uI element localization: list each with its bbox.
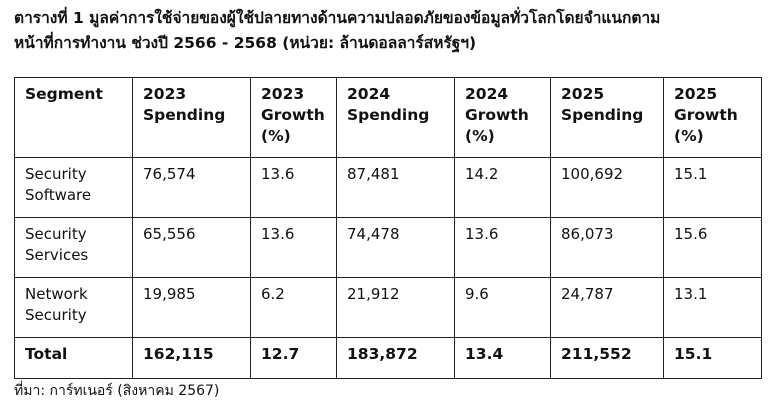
- source-note: ที่มา: การ์ทเนอร์ (สิงหาคม 2567): [14, 383, 220, 399]
- header-2025-spending: 2025 Spending: [550, 77, 664, 158]
- spending-table: Segment 2023 Spending 2023 Growth (%) 2024 S…: [14, 77, 762, 379]
- header-2025-growth: 2025 Growth (%): [663, 77, 762, 158]
- cell: 21,912: [336, 277, 455, 338]
- cell: 24,787: [550, 277, 664, 338]
- cell: 100,692: [550, 157, 664, 218]
- header-2024-growth: 2024 Growth (%): [454, 77, 551, 158]
- cell: 13.6: [250, 217, 337, 278]
- cell: 13.1: [663, 277, 762, 338]
- cell: 13.4: [454, 337, 551, 379]
- cell: 9.6: [454, 277, 551, 338]
- table-row: Network Security 19,985 6.2 21,912 9.6 24…: [14, 277, 762, 338]
- cell: 14.2: [454, 157, 551, 218]
- cell: 87,481: [336, 157, 455, 218]
- table-row: Security Services 65,556 13.6 74,478 13.6…: [14, 217, 762, 278]
- cell: 15.1: [663, 337, 762, 379]
- cell: 15.1: [663, 157, 762, 218]
- cell: 15.6: [663, 217, 762, 278]
- cell: 86,073: [550, 217, 664, 278]
- header-2023-spending: 2023 Spending: [132, 77, 251, 158]
- header-2023-growth: 2023 Growth (%): [250, 77, 337, 158]
- cell: 6.2: [250, 277, 337, 338]
- cell: 74,478: [336, 217, 455, 278]
- cell: 211,552: [550, 337, 664, 379]
- cell: 13.6: [454, 217, 551, 278]
- cell: 13.6: [250, 157, 337, 218]
- cell: 183,872: [336, 337, 455, 379]
- cell: 162,115: [132, 337, 251, 379]
- total-row: Total 162,115 12.7 183,872 13.4 211,552 …: [14, 337, 762, 379]
- table-title-line-1: ตารางที่ 1 มูลค่าการใช้จ่ายของผู้ใช้ปลาย…: [14, 9, 661, 27]
- row-segment: Security Software: [14, 157, 133, 218]
- row-segment: Security Services: [14, 217, 133, 278]
- row-segment: Network Security: [14, 277, 133, 338]
- header-segment: Segment: [14, 77, 133, 158]
- cell: 65,556: [132, 217, 251, 278]
- total-label: Total: [14, 337, 133, 379]
- header-row: Segment 2023 Spending 2023 Growth (%) 2024 S…: [14, 77, 762, 158]
- header-2024-spending: 2024 Spending: [336, 77, 455, 158]
- table-title: ตารางที่ 1 มูลค่าการใช้จ่ายของผู้ใช้ปลาย…: [14, 6, 774, 56]
- cell: 76,574: [132, 157, 251, 218]
- table-title-line-2: หน้าที่การทำงาน ช่วงปี 2566 - 2568 (หน่ว…: [14, 34, 477, 52]
- cell: 12.7: [250, 337, 337, 379]
- cell: 19,985: [132, 277, 251, 338]
- table-row: Security Software 76,574 13.6 87,481 14.2…: [14, 157, 762, 218]
